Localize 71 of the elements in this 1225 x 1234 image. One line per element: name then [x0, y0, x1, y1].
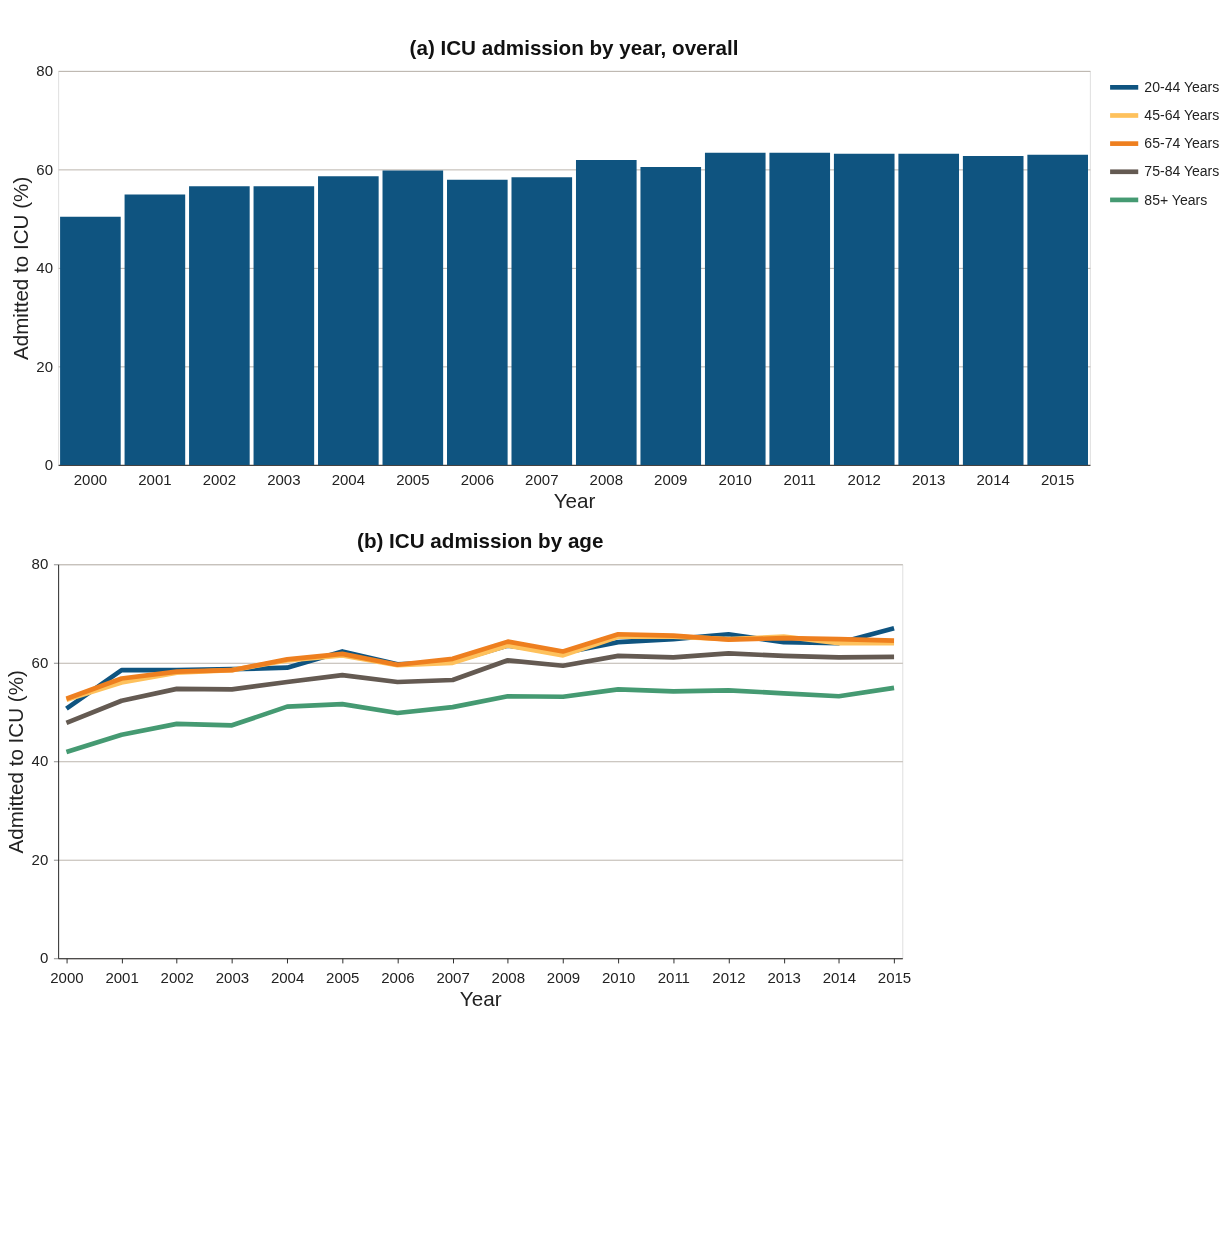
- x-tick-label: 2010: [601, 969, 636, 987]
- y-tick-label: 60: [31, 653, 49, 671]
- x-tick-label: 2012: [712, 969, 746, 987]
- x-tick-label: 2006: [381, 969, 415, 987]
- x-axis-title: Year: [553, 488, 596, 512]
- chart-title: (a) ICU admission by year, overall: [409, 35, 739, 59]
- x-tick-label: 2013: [912, 471, 946, 489]
- chart-title: (b) ICU admission by age: [357, 529, 604, 553]
- y-tick-label: 80: [31, 555, 49, 573]
- x-tick-label: 2007: [525, 471, 559, 489]
- x-tick-label: 2009: [654, 471, 688, 489]
- x-tick-label: 2002: [202, 471, 237, 489]
- x-tick-label: 2014: [976, 471, 1010, 489]
- x-tick-label: 2010: [718, 471, 752, 489]
- x-tick-label: 2007: [436, 969, 470, 987]
- legend-label: 20-44 Years: [1144, 79, 1220, 96]
- legend-label: 75-84 Years: [1144, 163, 1220, 180]
- line-series: [64, 651, 897, 726]
- y-axis-title: Admitted to ICU (%): [8, 176, 32, 361]
- bar: [511, 177, 573, 465]
- y-tick-label: 60: [36, 160, 53, 178]
- y-tick-label: 0: [44, 456, 53, 474]
- x-tick-label: 2002: [160, 969, 194, 987]
- bar: [962, 156, 1024, 465]
- y-tick-label: 40: [36, 259, 53, 277]
- y-axis-title: Admitted to ICU (%): [4, 670, 28, 854]
- x-tick-label: 2008: [589, 471, 623, 489]
- y-tick-label: 20: [31, 850, 49, 868]
- bar: [769, 152, 831, 465]
- x-tick-label: 2005: [326, 969, 360, 987]
- x-tick-label: 2003: [267, 471, 301, 489]
- bar: [382, 170, 444, 465]
- legend-label: 45-64 Years: [1144, 107, 1220, 124]
- x-tick-label: 2006: [460, 471, 494, 489]
- x-tick-label: 2009: [546, 969, 581, 987]
- x-tick-label: 2001: [105, 969, 139, 987]
- x-tick-label: 2012: [847, 471, 881, 489]
- y-tick-label: 0: [39, 949, 49, 967]
- bar: [898, 153, 960, 465]
- bar: [189, 186, 250, 465]
- x-axis-title: Year: [459, 986, 502, 1010]
- y-tick-label: 20: [36, 357, 53, 375]
- y-tick-label: 40: [31, 752, 49, 770]
- bar: [60, 216, 121, 465]
- line-series: [64, 685, 897, 755]
- bar: [318, 176, 379, 465]
- x-tick-label: 2015: [1041, 471, 1075, 489]
- x-tick-label: 2011: [783, 471, 816, 489]
- legend-label: 85+ Years: [1144, 191, 1208, 208]
- x-tick-label: 2005: [396, 471, 430, 489]
- x-tick-label: 2004: [331, 471, 366, 489]
- bar: [704, 152, 766, 465]
- x-tick-label: 2000: [50, 969, 84, 987]
- x-tick-label: 2001: [138, 471, 172, 489]
- x-tick-label: 2015: [877, 969, 912, 987]
- x-tick-label: 2011: [657, 969, 690, 987]
- x-tick-label: 2013: [767, 969, 801, 987]
- x-tick-label: 2000: [73, 471, 108, 489]
- x-tick-label: 2014: [822, 969, 857, 987]
- y-tick-label: 80: [36, 62, 53, 80]
- bar: [253, 186, 315, 465]
- bar: [447, 179, 508, 465]
- bar: [124, 194, 186, 465]
- bar: [640, 166, 702, 465]
- bar: [575, 160, 637, 465]
- x-tick-label: 2004: [270, 969, 305, 987]
- bar: [1027, 154, 1088, 465]
- bar: [833, 153, 895, 465]
- x-tick-label: 2008: [491, 969, 525, 987]
- legend-label: 65-74 Years: [1144, 135, 1220, 152]
- x-tick-label: 2003: [215, 969, 250, 987]
